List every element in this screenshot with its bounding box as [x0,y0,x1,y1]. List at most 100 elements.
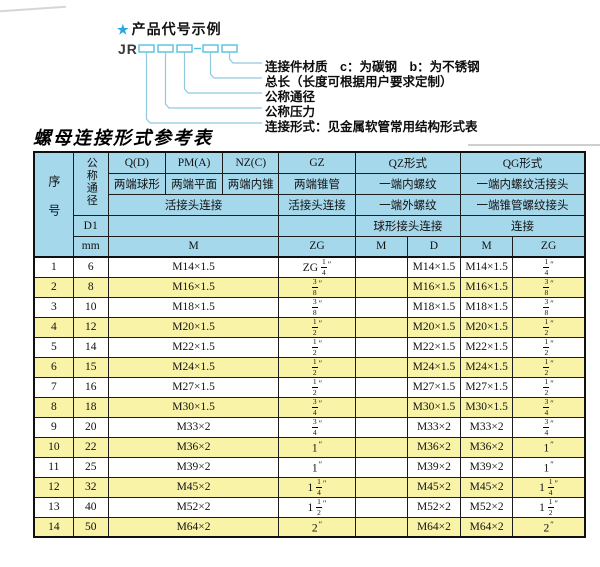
cell-qz-m [354,396,408,418]
header-gz-sub: 两端锥管 [278,172,356,195]
table-body: 1 6 M14×1.5 ZG 1 4 ″ M14×1.5 M14×1.5 1 4 ″ 2 8 M16×1.… [33,256,586,538]
header-seq: 序号 [33,151,74,258]
cell-qg-zg: 3 4 ″ [512,416,586,438]
header-row-1: 序号 公称通径 Q(D) PM(A) NZ(C) GZ QZ形式 QG形式 [33,151,586,258]
cell-mm: 12 [72,316,109,338]
header-row-2: 两端球形 两端平面 两端内锥 两端锥管 一端内螺纹 一端内螺纹活接头 [34,172,586,195]
cell-qz-d: M52×2 [406,496,462,518]
header-col-qg: QG形式 [460,151,586,174]
cell-gz-zg: 3 8 ″ [278,276,356,298]
table-row: 1 6 M14×1.5 ZG 1 4 ″ M14×1.5 M14×1.5 1 4 ″ [33,256,586,278]
cell-qz-m [354,376,408,398]
cell-gz-zg: 1 2 ″ [278,376,356,398]
cell-qz-d: M33×2 [406,416,462,438]
header-unit-m2: M [354,235,408,258]
table-row: 14 50 M64×2 2″ M64×2 M64×2 2″ [33,516,586,538]
cell-seq: 3 [33,296,74,318]
cell-qg-zg: 1″ [512,436,586,458]
cell-m: M18×1.5 [107,296,280,318]
cell-qg-zg: 2″ [512,516,586,538]
cell-qg-m: M22×1.5 [460,336,514,358]
cell-qz-d: M27×1.5 [406,376,462,398]
header-union-joint-gz: 活接头连接 [278,193,356,216]
code-box [157,44,174,53]
cell-gz-zg: 2″ [278,516,356,538]
cell-qg-m: M18×1.5 [460,296,514,318]
cell-m: M24×1.5 [107,356,280,378]
cell-mm: 18 [72,396,109,418]
cell-qg-zg: 1 2 ″ [512,356,586,378]
header-qz-sub2: 一端外螺纹 [354,193,462,216]
header-unit-m3: M [460,235,514,258]
cell-seq: 10 [33,436,74,458]
cell-qz-d: M64×2 [406,516,462,538]
cell-m: M36×2 [107,436,280,458]
cell-qz-m [354,356,408,378]
code-box [138,44,155,53]
header-row-3: 活接头连接 活接头连接 一端外螺纹 一端锥管螺纹接头 [34,193,586,216]
cell-seq: 8 [33,396,74,418]
cell-qg-zg: 3 8 ″ [512,276,586,298]
cell-qz-m [354,336,408,358]
cell-seq: 2 [33,276,74,298]
cell-mm: 25 [72,456,109,478]
cell-qg-zg: 1 2 ″ [512,376,586,398]
cell-qg-zg: 3 8 ″ [512,296,586,318]
cell-qg-m: M27×1.5 [460,376,514,398]
cell-mm: 10 [72,296,109,318]
header-col-nz: NZ(C) [222,151,280,174]
cell-qg-zg: 1 1 2 ″ [512,496,586,518]
cell-qg-zg: 1″ [512,456,586,478]
cell-gz-zg: 1 1 2 ″ [278,496,356,518]
code-box [202,44,219,53]
cell-qg-m: M33×2 [460,416,514,438]
cell-gz-zg: 3 8 ″ [278,296,356,318]
table-row: 2 8 M16×1.5 3 8 ″ M16×1.5 M16×1.5 3 8 ″ [33,276,586,298]
cell-mm: 16 [72,376,109,398]
table-row: 3 10 M18×1.5 3 8 ″ M18×1.5 M18×1.5 3 8 ″ [33,296,586,318]
header-pm-sub: 两端平面 [164,172,224,195]
cell-qz-m [354,496,408,518]
cell-qz-m [354,436,408,458]
cell-mm: 20 [72,416,109,438]
table-row: 8 18 M30×1.5 3 4 ″ M30×1.5 M30×1.5 3 4 ″ [33,396,586,418]
header-d1: D1 [72,214,109,237]
header-qg-sub1: 一端内螺纹活接头 [460,172,586,195]
header-row-4: D1 球形接头连接 连接 [34,214,586,237]
header-qg-sub2: 一端锥管螺纹接头 [460,193,586,216]
table-row: 13 40 M52×2 1 1 2 ″ M52×2 M52×2 1 1 2 ″ [33,496,586,518]
header-col-gz: GZ [278,151,356,174]
diagram-label-connection: 连接形式：见金属软管常用结构形式表 [265,120,478,134]
cell-qz-d: M18×1.5 [406,296,462,318]
header-row-5: mm M ZG M D M ZG [34,235,586,258]
header-col-q: Q(D) [107,151,166,174]
table-row: 6 15 M24×1.5 1 2 ″ M24×1.5 M24×1.5 1 2 ″ [33,356,586,378]
header-qz-sub3: 球形接头连接 [354,214,462,237]
cell-gz-zg: 3 4 ″ [278,416,356,438]
scan-artifact [468,144,600,146]
cell-qz-d: M30×1.5 [406,396,462,418]
diagram-label-length: 总长（长度可根据用户要求定制） [265,75,453,89]
cell-qg-m: M16×1.5 [460,276,514,298]
cell-qz-d: M22×1.5 [406,336,462,358]
cell-qg-m: M14×1.5 [460,256,514,278]
cell-qz-m [354,276,408,298]
cell-gz-zg: 3 4 ″ [278,396,356,418]
header-unit-m1: M [107,235,280,258]
header-mm: mm [72,235,109,258]
cell-gz-zg: 1 2 ″ [278,316,356,338]
cell-m: M16×1.5 [107,276,280,298]
cell-m: M64×2 [107,516,280,538]
header-nominal-diameter: 公称通径 [72,151,109,216]
table-header: 序号 公称通径 Q(D) PM(A) NZ(C) GZ QZ形式 QG形式 两端… [33,151,586,258]
connector-line [228,52,262,64]
connector-line [164,52,262,109]
product-code-prefix: JR [118,41,138,57]
cell-qz-d: M39×2 [406,456,462,478]
cell-qg-zg: 3 4 ″ [512,396,586,418]
cell-m: M27×1.5 [107,376,280,398]
cell-qg-m: M30×1.5 [460,396,514,418]
star-icon: ★ [117,22,130,37]
header-col-qz: QZ形式 [354,151,462,174]
